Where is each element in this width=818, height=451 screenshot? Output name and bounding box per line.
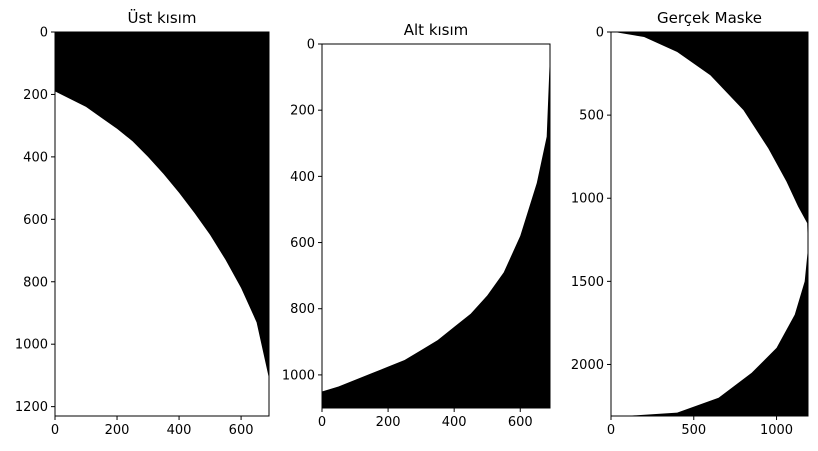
x-tick-label: 0: [51, 423, 59, 438]
axes-frame: [54, 31, 270, 417]
y-tick-label: 400: [23, 150, 48, 165]
y-tick-label: 1000: [282, 368, 315, 383]
panel-ust-kisim: Üst kısım 0 200 400 600 0 200 400 600 800 1000 1200: [15, 8, 270, 438]
x-tick-label: 1000: [760, 423, 793, 438]
panel-title: Gerçek Maske: [657, 9, 762, 27]
y-tick-label: 600: [290, 236, 315, 251]
y-tick-label: 1200: [15, 400, 48, 415]
y-tick-label: 0: [40, 26, 48, 41]
y-tick-label: 800: [290, 302, 315, 317]
y-tick-label: 1000: [15, 338, 48, 353]
y-tick-label: 200: [23, 88, 48, 103]
panel-title: Alt kısım: [404, 21, 469, 39]
axes-frame: [321, 43, 551, 409]
panel-alt-kisim: Alt kısım 0 200 400 600 0 200 400 600 800 1000: [282, 21, 551, 430]
x-tick-label: 0: [318, 415, 326, 430]
panel-title: Üst kısım: [128, 8, 197, 27]
y-tick-label: 0: [596, 26, 604, 41]
x-tick-label: 600: [508, 415, 533, 430]
x-tick-label: 400: [167, 423, 192, 438]
y-tick-label: 600: [23, 213, 48, 228]
axes-frame: [610, 31, 809, 417]
panel-gercek-maske: Gerçek Maske 0 500 1000 0 500 1000 1500 2000: [571, 9, 809, 438]
mask-white-region: [611, 32, 808, 416]
y-tick-label: 200: [290, 104, 315, 119]
x-tick-label: 500: [681, 423, 706, 438]
mask-black-region: [55, 32, 269, 379]
x-tick-label: 600: [229, 423, 254, 438]
y-tick-label: 2000: [571, 358, 604, 373]
y-tick-label: 800: [23, 275, 48, 290]
x-tick-label: 200: [105, 423, 130, 438]
y-tick-label: 1000: [571, 192, 604, 207]
y-tick-label: 400: [290, 170, 315, 185]
y-tick-label: 0: [307, 38, 315, 53]
y-tick-label: 500: [579, 109, 604, 124]
x-tick-label: 200: [376, 415, 401, 430]
y-tick-label: 1500: [571, 275, 604, 290]
mask-black-region: [322, 44, 550, 408]
x-tick-label: 0: [607, 423, 615, 438]
x-tick-label: 400: [442, 415, 467, 430]
